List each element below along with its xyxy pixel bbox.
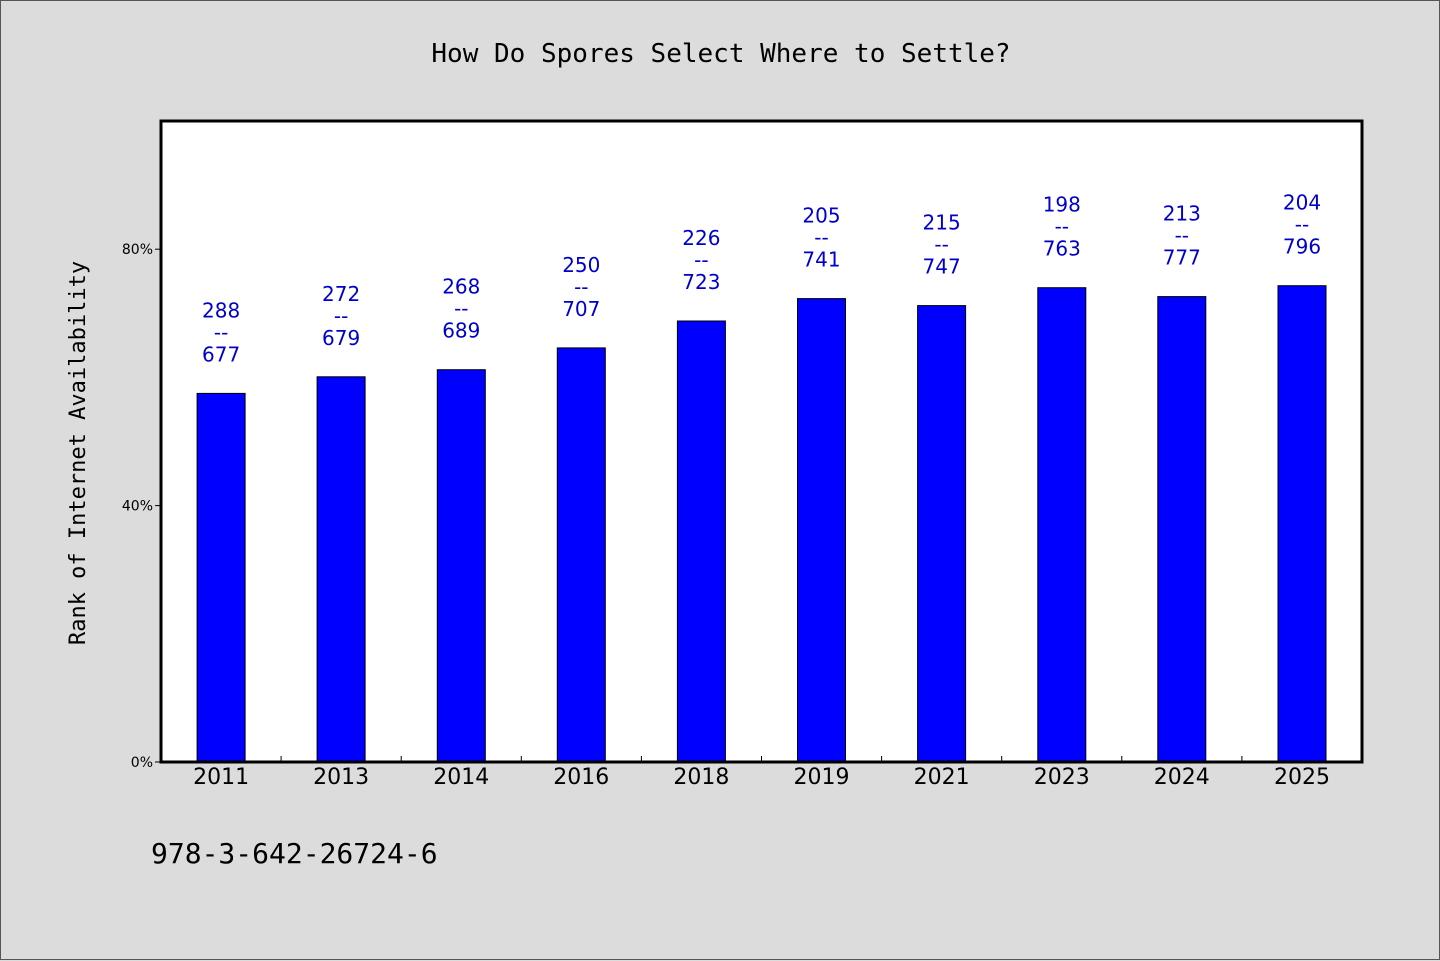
data-label: 679 <box>322 326 360 350</box>
data-label: 226 <box>682 226 720 250</box>
x-tick-label: 2011 <box>193 765 249 790</box>
data-label: 215 <box>923 211 961 235</box>
data-label: 707 <box>562 297 600 321</box>
data-label: 723 <box>682 270 720 294</box>
x-tick-label: 2023 <box>1034 765 1090 790</box>
data-label: 741 <box>802 248 840 272</box>
data-label: 677 <box>202 342 240 366</box>
data-label: 796 <box>1283 235 1321 259</box>
data-label: -- <box>1055 215 1069 239</box>
data-label: -- <box>694 248 708 272</box>
axes-layer: 2011 2013 2014 2016 2018 2019 2021 2023 2024 2025… <box>122 242 1330 790</box>
bar <box>1157 296 1207 763</box>
y-tick-label: 0% <box>131 755 153 771</box>
bar <box>676 320 726 763</box>
x-tick-label: 2014 <box>433 765 489 790</box>
bar <box>556 347 606 763</box>
y-tick-label: 40% <box>122 499 153 515</box>
data-label: 747 <box>923 255 961 279</box>
bar <box>797 298 846 763</box>
x-tick-label: 2021 <box>914 765 970 790</box>
data-label: -- <box>934 233 948 257</box>
data-label: -- <box>334 304 348 328</box>
y-axis-label: Rank of Internet Availability <box>66 261 91 645</box>
x-tick-label: 2025 <box>1274 765 1330 790</box>
bar <box>1037 287 1087 763</box>
data-label: 777 <box>1163 246 1201 270</box>
data-label: -- <box>814 226 828 250</box>
chart-title: How Do Spores Select Where to Settle? <box>431 39 1010 69</box>
data-label: 689 <box>442 319 480 343</box>
bar <box>1277 285 1327 763</box>
data-label: 763 <box>1043 237 1081 261</box>
data-label: 268 <box>442 275 480 299</box>
data-label: 288 <box>202 298 240 322</box>
x-tick-label: 2013 <box>313 765 369 790</box>
data-label: 198 <box>1043 193 1081 217</box>
bar <box>316 376 366 763</box>
data-label: 204 <box>1283 191 1321 215</box>
data-label: -- <box>574 275 588 299</box>
bar <box>196 392 246 763</box>
data-labels-layer: 288--677272--679268--689250--707226--723… <box>202 191 1321 367</box>
y-tick-label: 80% <box>122 242 153 258</box>
bars-layer <box>196 285 1327 763</box>
data-label: -- <box>1295 213 1309 237</box>
data-label: 213 <box>1163 202 1201 226</box>
bar <box>436 369 486 763</box>
x-tick-label: 2019 <box>794 765 850 790</box>
x-tick-label: 2018 <box>673 765 729 790</box>
bar <box>917 305 967 763</box>
plot-border <box>159 119 1364 764</box>
footnote-isbn: 978-3-642-26724-6 <box>151 837 438 870</box>
data-label: -- <box>214 320 228 344</box>
x-tick-label: 2024 <box>1154 765 1210 790</box>
data-label: 250 <box>562 253 600 277</box>
data-label: 205 <box>802 204 840 228</box>
data-label: 272 <box>322 282 360 306</box>
x-tick-label: 2016 <box>553 765 609 790</box>
data-label: -- <box>1175 224 1189 248</box>
data-label: -- <box>454 297 468 321</box>
